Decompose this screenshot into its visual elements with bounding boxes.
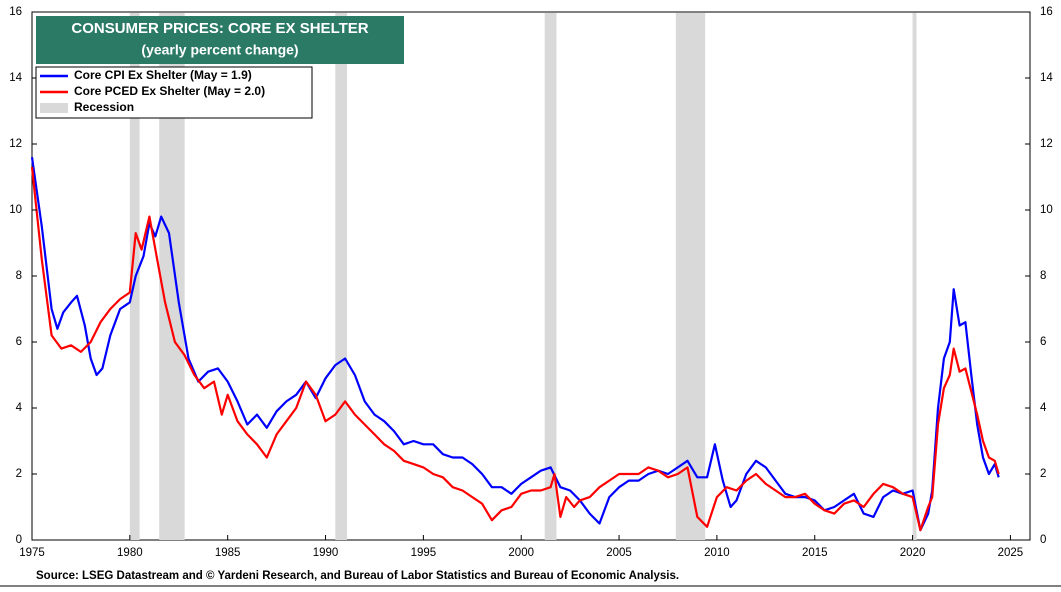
- y-tick-label: 12: [9, 138, 22, 150]
- x-tick-label: 1975: [19, 547, 45, 559]
- y2-tick-label: 2: [1040, 468, 1046, 480]
- y-tick-label: 6: [16, 336, 22, 348]
- series-line: [30, 157, 1000, 532]
- recession-band: [335, 13, 348, 540]
- x-tick-label: 1995: [411, 547, 437, 559]
- y2-tick-label: 4: [1040, 402, 1047, 414]
- legend-swatch: [40, 103, 68, 113]
- x-tick-label: 1985: [215, 547, 241, 559]
- series-line: [30, 166, 1000, 532]
- y-tick-label: 16: [9, 6, 22, 18]
- y2-tick-label: 8: [1040, 270, 1046, 282]
- y-tick-label: 14: [9, 72, 22, 84]
- recession-band: [912, 13, 917, 540]
- y2-tick-label: 6: [1040, 336, 1046, 348]
- y-tick-label: 0: [16, 534, 22, 546]
- x-tick-label: 2005: [606, 547, 632, 559]
- y-tick-label: 4: [16, 402, 23, 414]
- y2-tick-label: 14: [1040, 72, 1053, 84]
- y2-tick-label: 10: [1040, 204, 1053, 216]
- x-tick-label: 1980: [117, 547, 143, 559]
- y-tick-label: 2: [16, 468, 22, 480]
- chart-subtitle: (yearly percent change): [141, 42, 298, 58]
- y2-tick-label: 12: [1040, 138, 1053, 150]
- legend-label: Core CPI Ex Shelter (May = 1.9): [74, 68, 252, 82]
- x-tick-label: 2015: [802, 547, 828, 559]
- x-tick-label: 1990: [313, 547, 339, 559]
- legend-label: Recession: [74, 100, 134, 114]
- title-box: [36, 16, 404, 64]
- y-tick-label: 10: [9, 204, 22, 216]
- legend-box: [35, 66, 313, 119]
- legend-label: Core PCED Ex Shelter (May = 2.0): [74, 84, 265, 98]
- y-tick-label: 8: [16, 270, 22, 282]
- y2-tick-label: 0: [1040, 534, 1046, 546]
- recession-band: [544, 13, 557, 540]
- x-tick-label: 2025: [998, 547, 1024, 559]
- source-note: Source: LSEG Datastream and © Yardeni Re…: [36, 570, 679, 582]
- x-tick-label: 2000: [508, 547, 534, 559]
- x-tick-label: 2010: [704, 547, 730, 559]
- x-tick-label: 2020: [900, 547, 926, 559]
- y2-tick-label: 16: [1040, 6, 1053, 18]
- chart-title: CONSUMER PRICES: CORE EX SHELTER: [71, 20, 368, 37]
- recession-band: [675, 13, 706, 540]
